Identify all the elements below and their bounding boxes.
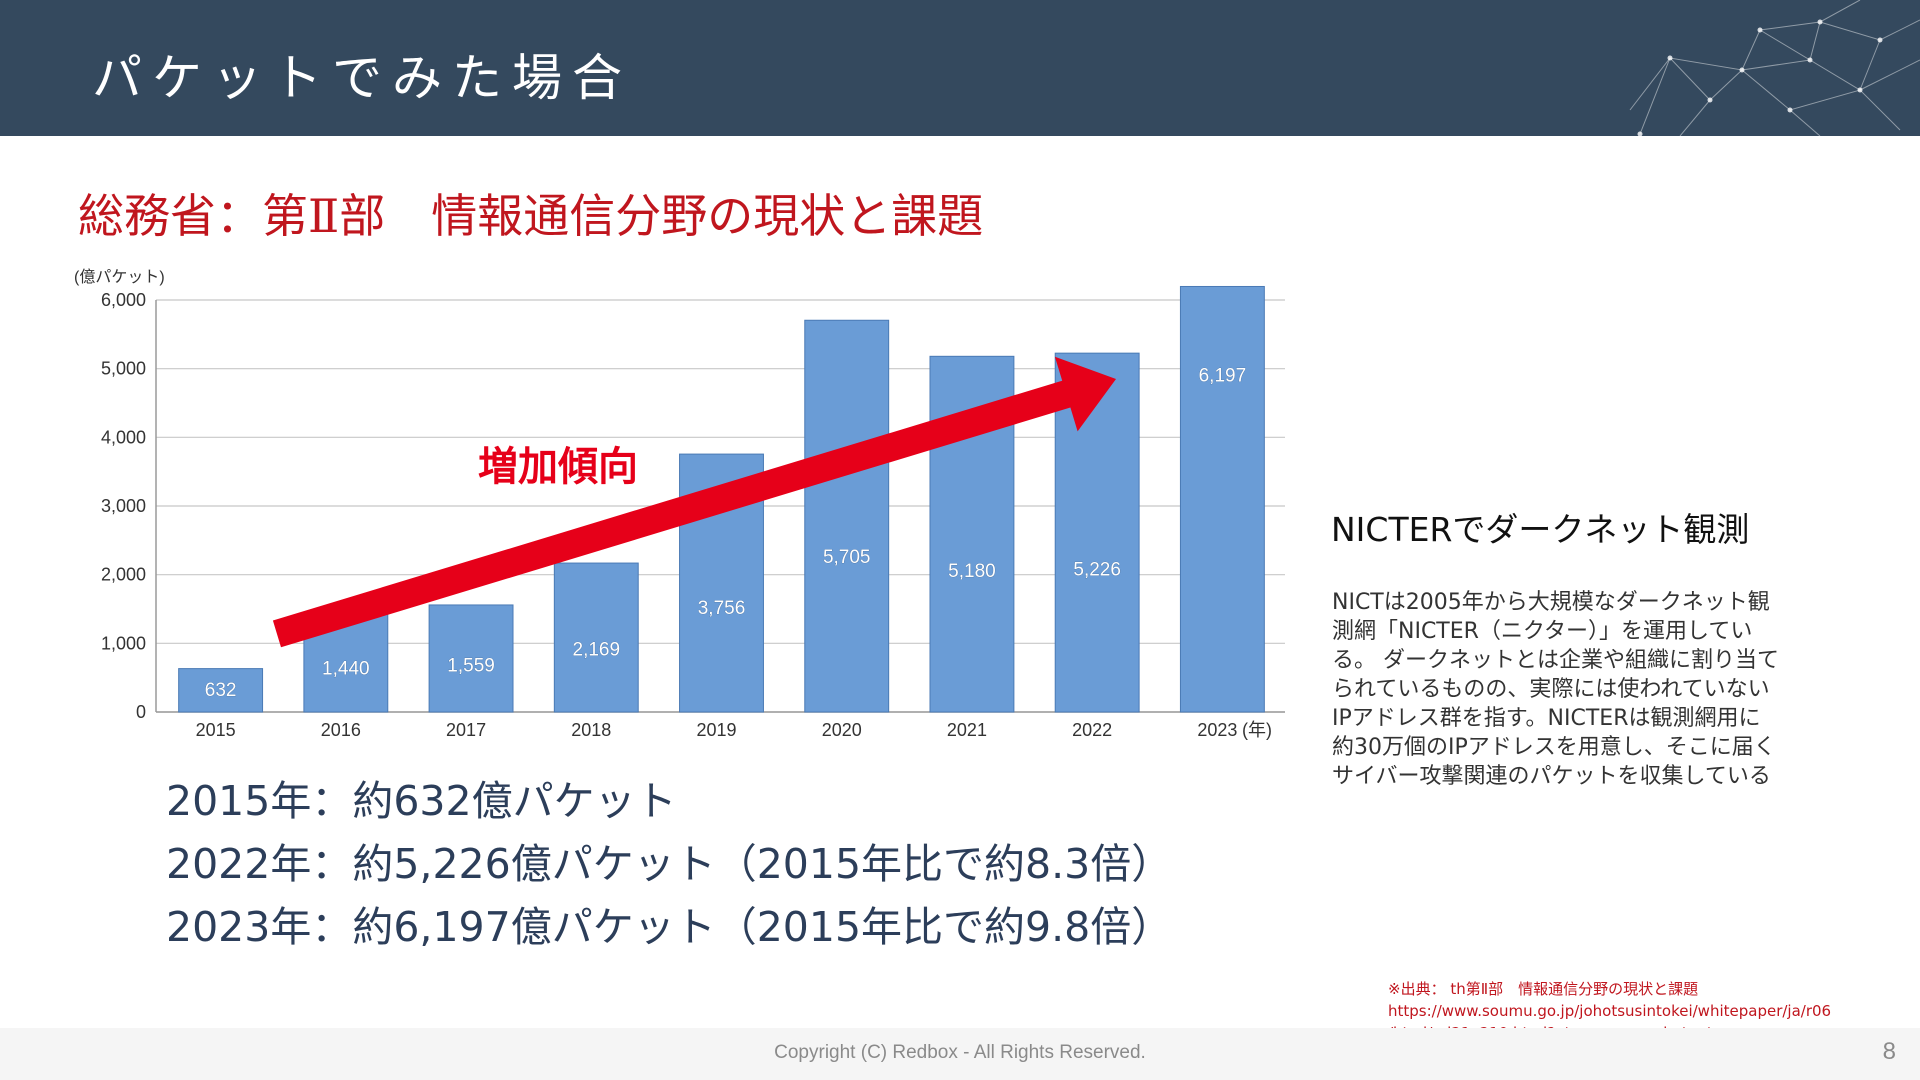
bar-data-labels: 632 1,440 1,559 2,169 3,756 5,705 5,180 5,226 6,… — [204, 365, 1247, 701]
bar-data-label: 6,197 — [1199, 365, 1247, 386]
x-tick-label: 2020 — [822, 720, 862, 740]
x-tick-label: 2015 — [196, 720, 236, 740]
slide-footer: Copyright (C) Redbox - All Rights Reserv… — [0, 1028, 1920, 1080]
packet-bar-chart: (億パケット) 01,0002,0003,0004,0005,0006,000 … — [74, 268, 1285, 740]
side-description: NICTは2005年から大規模なダークネット観測網「NICTER（ニクター）」を… — [1332, 590, 1779, 789]
summary-line: 2022年：約5,226億パケット（2015年比で約8.3倍） — [166, 840, 1173, 888]
bar-data-label: 5,226 — [1073, 560, 1121, 581]
network-decoration-icon — [1629, 0, 1920, 136]
bar-data-label: 5,705 — [823, 547, 871, 568]
bar — [1054, 352, 1140, 713]
trend-arrow — [272, 356, 1116, 648]
y-tick-label: 0 — [136, 702, 146, 722]
bar — [804, 319, 890, 713]
summary-line: 2023年：約6,197億パケット（2015年比で約9.8倍） — [166, 903, 1173, 951]
trend-annotation: 増加傾向 — [478, 445, 638, 489]
side-heading: NICTERでダークネット観測 — [1331, 510, 1750, 549]
summary-line: 2015年：約632億パケット — [166, 777, 677, 825]
slide-title: パケットでみた場合 — [92, 49, 632, 107]
bar-data-label: 1,440 — [322, 658, 370, 679]
x-tick-label: 2018 — [571, 720, 611, 740]
y-tick-labels: 0 1,000 2,000 3,000 4,000 5,000 6,000 — [101, 290, 146, 722]
bar-data-label: 632 — [205, 680, 237, 701]
y-tick-label: 2,000 — [101, 565, 146, 585]
x-tick-label: 2023 — [1197, 720, 1237, 740]
y-tick-label: 5,000 — [101, 359, 146, 379]
y-tick-label: 4,000 — [101, 427, 146, 447]
bar-data-label: 2,169 — [573, 639, 621, 660]
x-tick-label: 2021 — [947, 720, 987, 740]
bar — [1179, 285, 1265, 713]
bar-data-label: 3,756 — [698, 598, 746, 619]
section-subtitle: 総務省：第Ⅱ部 情報通信分野の現状と課題 — [78, 189, 984, 243]
bar — [178, 668, 264, 713]
bar-data-label: 1,559 — [447, 655, 495, 676]
slide-header: パケットでみた場合 — [0, 0, 1920, 136]
x-tick-label: 2016 — [321, 720, 361, 740]
x-axis-unit: (年) — [1242, 720, 1272, 740]
source-url-line[interactable]: https://www.soumu.go.jp/johotsusintokei/… — [1388, 1002, 1832, 1020]
x-tick-label: 2019 — [696, 720, 736, 740]
y-tick-label: 6,000 — [101, 290, 146, 310]
y-axis-label: (億パケット) — [74, 268, 165, 286]
copyright-text: Copyright (C) Redbox - All Rights Reserv… — [774, 1042, 1146, 1063]
source-title: ※出典： th第Ⅱ部 情報通信分野の現状と課題 — [1388, 980, 1699, 998]
bar-data-label: 5,180 — [948, 561, 996, 582]
x-tick-label: 2022 — [1072, 720, 1112, 740]
x-tick-label: 2017 — [446, 720, 486, 740]
x-tick-labels: 2015 2016 2017 2018 2019 2020 2021 2022 2023 — [196, 720, 1238, 740]
summary-list: 2015年：約632億パケット 2022年：約5,226億パケット（2015年比… — [166, 770, 1172, 959]
y-tick-label: 3,000 — [101, 496, 146, 516]
trend-arrow-shape — [272, 356, 1116, 648]
bar — [428, 604, 514, 713]
page-number: 8 — [1882, 1038, 1896, 1065]
bar — [553, 562, 639, 713]
y-tick-label: 1,000 — [101, 633, 146, 653]
